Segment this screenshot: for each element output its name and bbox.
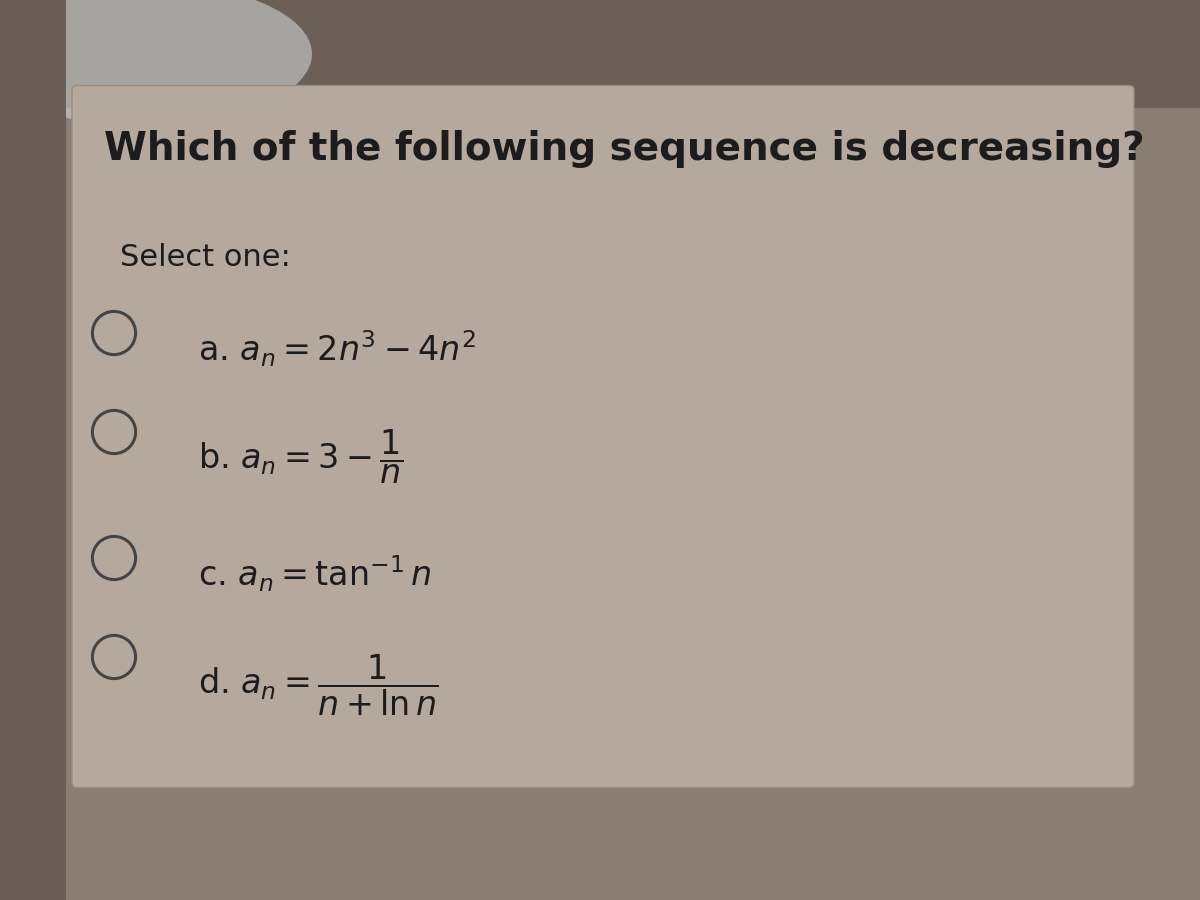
FancyBboxPatch shape bbox=[72, 86, 1134, 788]
Text: Which of the following sequence is decreasing?: Which of the following sequence is decre… bbox=[103, 130, 1145, 168]
Text: b. $a_n =3 - \dfrac{1}{n}$: b. $a_n =3 - \dfrac{1}{n}$ bbox=[198, 428, 403, 486]
Text: a. $a_n =2n^3 - 4n^2$: a. $a_n =2n^3 - 4n^2$ bbox=[198, 328, 476, 369]
Text: d. $a_n =\dfrac{1}{n+\ln n}$: d. $a_n =\dfrac{1}{n+\ln n}$ bbox=[198, 652, 439, 718]
Bar bbox=[0, 0, 66, 900]
Ellipse shape bbox=[0, 0, 312, 126]
Text: Select one:: Select one: bbox=[120, 243, 290, 272]
Bar bbox=[0, 0, 1200, 108]
Text: c. $a_n =\tan^{-1} n$: c. $a_n =\tan^{-1} n$ bbox=[198, 554, 432, 594]
